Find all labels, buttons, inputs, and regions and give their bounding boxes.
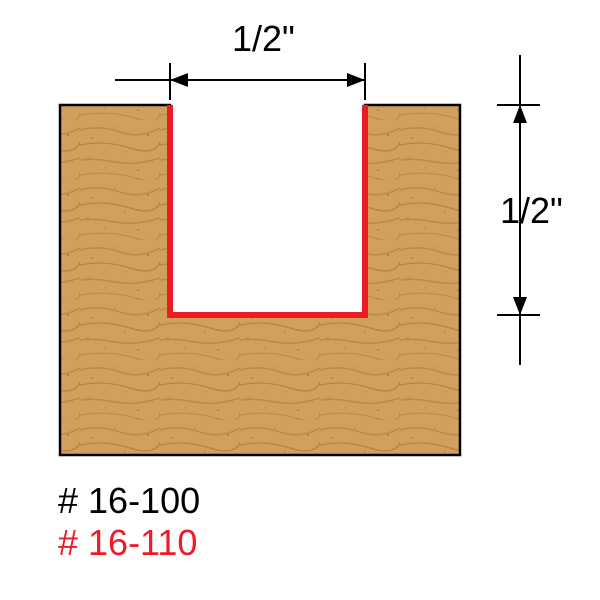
depth-label: 1/2": [500, 190, 563, 232]
wood-block: [60, 105, 460, 455]
width-dimension: [115, 63, 365, 100]
part-number-1: # 16-100: [58, 480, 200, 522]
diagram-container: 1/2" 1/2" # 16-100 # 16-110: [0, 0, 600, 600]
groove-outline: [170, 105, 365, 315]
part-number-2: # 16-110: [58, 522, 197, 564]
width-label: 1/2": [232, 18, 295, 60]
